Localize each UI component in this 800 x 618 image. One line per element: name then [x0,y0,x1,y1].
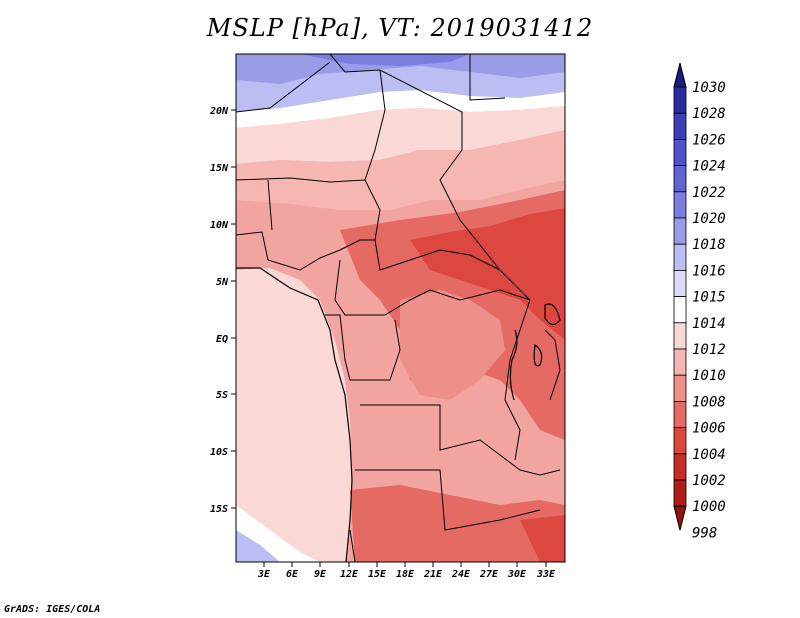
colorbar-label: 1000 [692,499,726,515]
colorbar-segment [673,453,687,481]
lat-label: 5N [216,277,229,288]
colorbar-label: 1010 [692,368,726,384]
lat-label: 10S [210,447,228,458]
lat-label: 20N [209,106,229,117]
grads-credit: GrADS: IGES/COLA [4,604,101,615]
lat-label: EQ [216,334,228,345]
lon-label: 12E [340,569,359,580]
colorbar-segment [673,269,687,297]
colorbar-segment [673,217,687,245]
lon-label: 6E [286,569,299,580]
colorbar-bottom-arrow [673,505,687,531]
lon-label: 33E [536,569,556,580]
colorbar-segment [673,427,687,455]
colorbar-label: 1020 [692,211,726,227]
colorbar-segment [673,165,687,193]
colorbar-segment [673,348,687,376]
colorbar-label: 1012 [692,342,726,358]
lat-label: 15N [210,163,229,174]
colorbar-segment [673,243,687,271]
longitude-axis: 3E 6E 9E 12E 15E 18E 21E 24E 27E 30E 33E [257,562,556,580]
map-title: MSLP [hPa], VT: 2019031412 [206,14,594,42]
lon-label: 24E [451,569,471,580]
lat-label: 10N [210,220,229,231]
colorbar-label: 1004 [692,447,726,463]
colorbar-label: 1002 [692,473,726,489]
colorbar: 1030 1028 1026 1024 1022 1020 1018 1016 1015 1014… [673,62,726,541]
lon-label: 3E [257,569,271,580]
colorbar-segment [673,138,687,166]
lon-label: 27E [479,569,499,580]
colorbar-segment [673,400,687,428]
colorbar-segment [673,191,687,219]
map-frame [235,53,566,563]
colorbar-label: 1018 [692,237,726,253]
lat-label: 15S [210,504,228,515]
colorbar-label: 1022 [692,185,726,201]
colorbar-label: 1015 [692,290,726,306]
colorbar-label: 1026 [692,132,726,148]
coastline [236,267,561,562]
latitude-axis: 20N 15N 10N 5N EQ 5S 10S 15S [209,106,236,515]
colorbar-segment [673,86,687,114]
colorbar-label: 1016 [692,263,726,279]
lon-label: 9E [314,569,327,580]
colorbar-segment [673,322,687,350]
colorbar-label: 1006 [692,421,726,437]
lon-label: 30E [507,569,527,580]
lon-label: 18E [396,569,415,580]
colorbar-segment [673,479,687,507]
lat-label: 5S [216,390,228,401]
colorbar-label: 1014 [692,316,726,332]
colorbar-top-arrow [673,62,687,88]
colorbar-label: 1030 [692,80,726,96]
colorbar-label: 1024 [692,159,726,175]
colorbar-label: 1008 [692,394,726,410]
lon-label: 21E [423,569,443,580]
lon-label: 15E [368,569,387,580]
country-borders [236,54,561,562]
pressure-field [236,54,565,562]
colorbar-label: 998 [692,525,717,541]
colorbar-segment [673,374,687,402]
colorbar-segment [673,112,687,140]
colorbar-segment [673,296,687,324]
colorbar-label: 1028 [692,106,726,122]
